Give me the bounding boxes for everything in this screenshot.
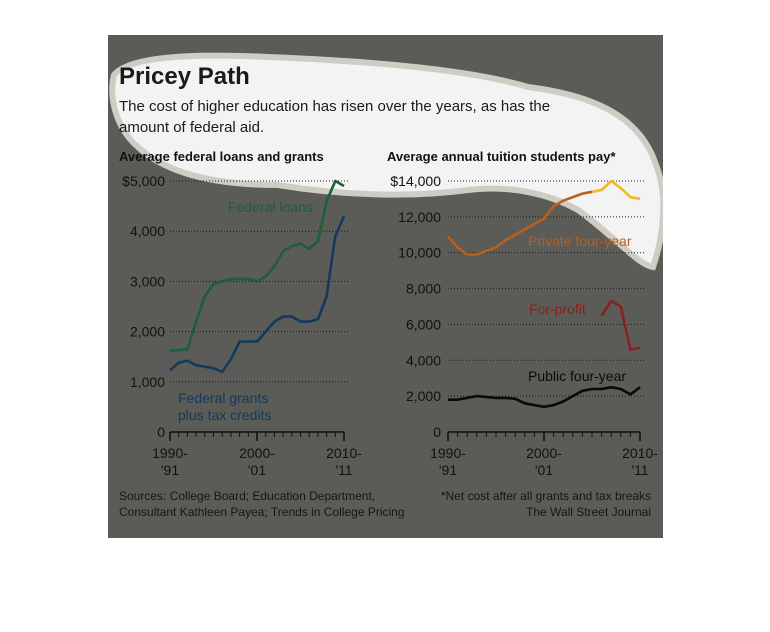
x-tick-label: 2010-: [326, 445, 362, 461]
y-tick-label: 10,000: [398, 245, 441, 261]
x-tick-label: '11: [631, 462, 648, 478]
x-tick-label: '01: [248, 462, 266, 478]
x-tick-label: 2010-: [622, 445, 658, 461]
y-tick-label: $5,000: [122, 173, 165, 189]
chart-subtitle-line-2: amount of federal aid.: [119, 119, 264, 136]
series-line-private-four-year-recent: [591, 179, 641, 201]
series-label: Federal loans: [228, 199, 313, 215]
series-label: plus tax credits: [178, 407, 271, 423]
left-chart: $5,000 4,000 3,000 2,000 1,000 0 1990-'91 2000-…: [122, 173, 362, 478]
sources-line-1: Sources: College Board; Education Depart…: [119, 489, 375, 503]
y-tick-label: $14,000: [390, 173, 441, 189]
right-chart: $14,000 12,000 10,000 8,000 6,000 4,000 2,000 0…: [390, 173, 658, 478]
y-tick-label: 4,000: [130, 223, 165, 239]
x-tick-label: '01: [535, 462, 553, 478]
x-tick-label: '11: [335, 462, 352, 478]
series-label: Private four-year: [528, 233, 632, 249]
series-label: Public four-year: [528, 368, 626, 384]
x-tick-label: 1990-: [430, 445, 466, 461]
y-tick-label: 8,000: [406, 281, 441, 297]
sources-line-2: Consultant Kathleen Payea; Trends in Col…: [119, 505, 405, 519]
footnote: *Net cost after all grants and tax break…: [441, 489, 651, 503]
y-tick-label: 0: [433, 424, 441, 440]
y-tick-label: 0: [157, 424, 165, 440]
right-chart-title: Average annual tuition students pay*: [387, 149, 616, 164]
x-tick-label: 2000-: [526, 445, 562, 461]
chart-canvas: Pricey Path The cost of higher education…: [109, 52, 663, 519]
series-line-federal-loans: [169, 179, 345, 352]
chart-title: Pricey Path: [119, 63, 250, 90]
left-chart-title: Average federal loans and grants: [119, 149, 324, 164]
chart-panel: Pricey Path The cost of higher education…: [108, 35, 663, 538]
x-tick-label: '91: [161, 462, 179, 478]
x-tick-label: 1990-: [152, 445, 188, 461]
y-tick-label: 2,000: [406, 388, 441, 404]
publisher-credit: The Wall Street Journal: [526, 505, 651, 519]
x-tick-label: '91: [439, 462, 457, 478]
chart-subtitle-line-1: The cost of higher education has risen o…: [119, 98, 550, 115]
y-tick-label: 1,000: [130, 374, 165, 390]
y-tick-label: 4,000: [406, 352, 441, 368]
series-label: Federal grants: [178, 390, 268, 406]
y-tick-label: 6,000: [406, 316, 441, 332]
y-tick-label: 3,000: [130, 273, 165, 289]
series-line-public-four-year: [448, 385, 641, 409]
series-line-for-profit: [600, 299, 641, 351]
y-tick-label: 12,000: [398, 209, 441, 225]
x-tick-label: 2000-: [239, 445, 275, 461]
series-line-private-four-year: [447, 190, 593, 256]
series-label: For-profit: [529, 301, 586, 317]
series-line-federal-grants-plus-tax-credits: [169, 215, 346, 374]
y-tick-label: 2,000: [130, 324, 165, 340]
